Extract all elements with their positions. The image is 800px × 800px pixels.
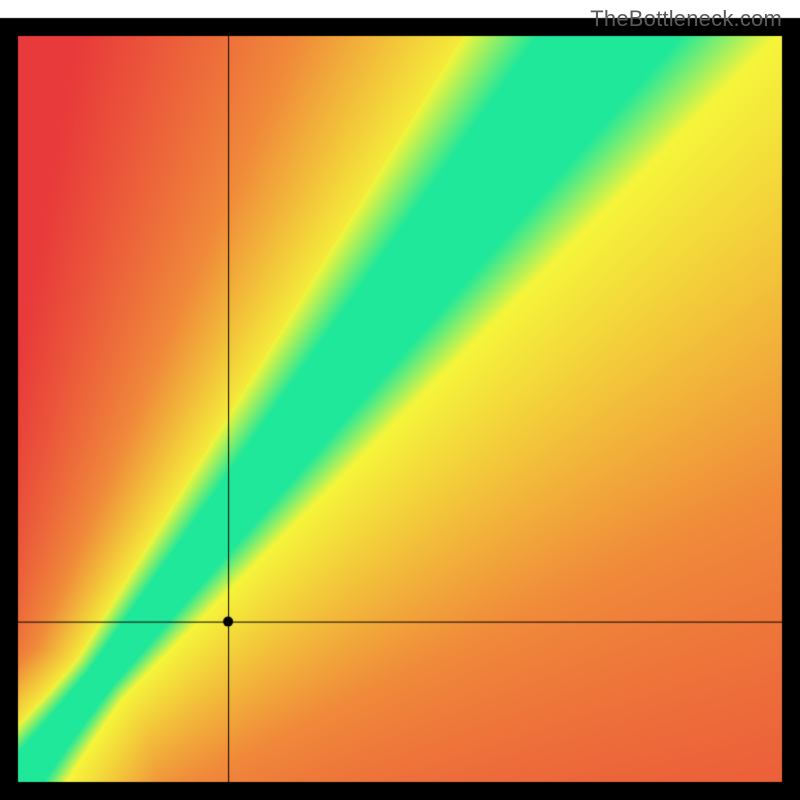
watermark-text: TheBottleneck.com	[590, 6, 782, 32]
chart-container: TheBottleneck.com	[0, 0, 800, 800]
heatmap-canvas	[0, 0, 800, 800]
